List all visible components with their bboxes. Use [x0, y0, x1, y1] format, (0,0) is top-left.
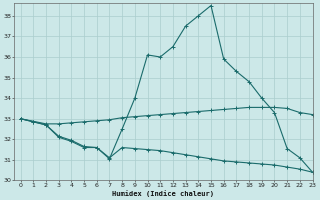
X-axis label: Humidex (Indice chaleur): Humidex (Indice chaleur)	[112, 190, 214, 197]
